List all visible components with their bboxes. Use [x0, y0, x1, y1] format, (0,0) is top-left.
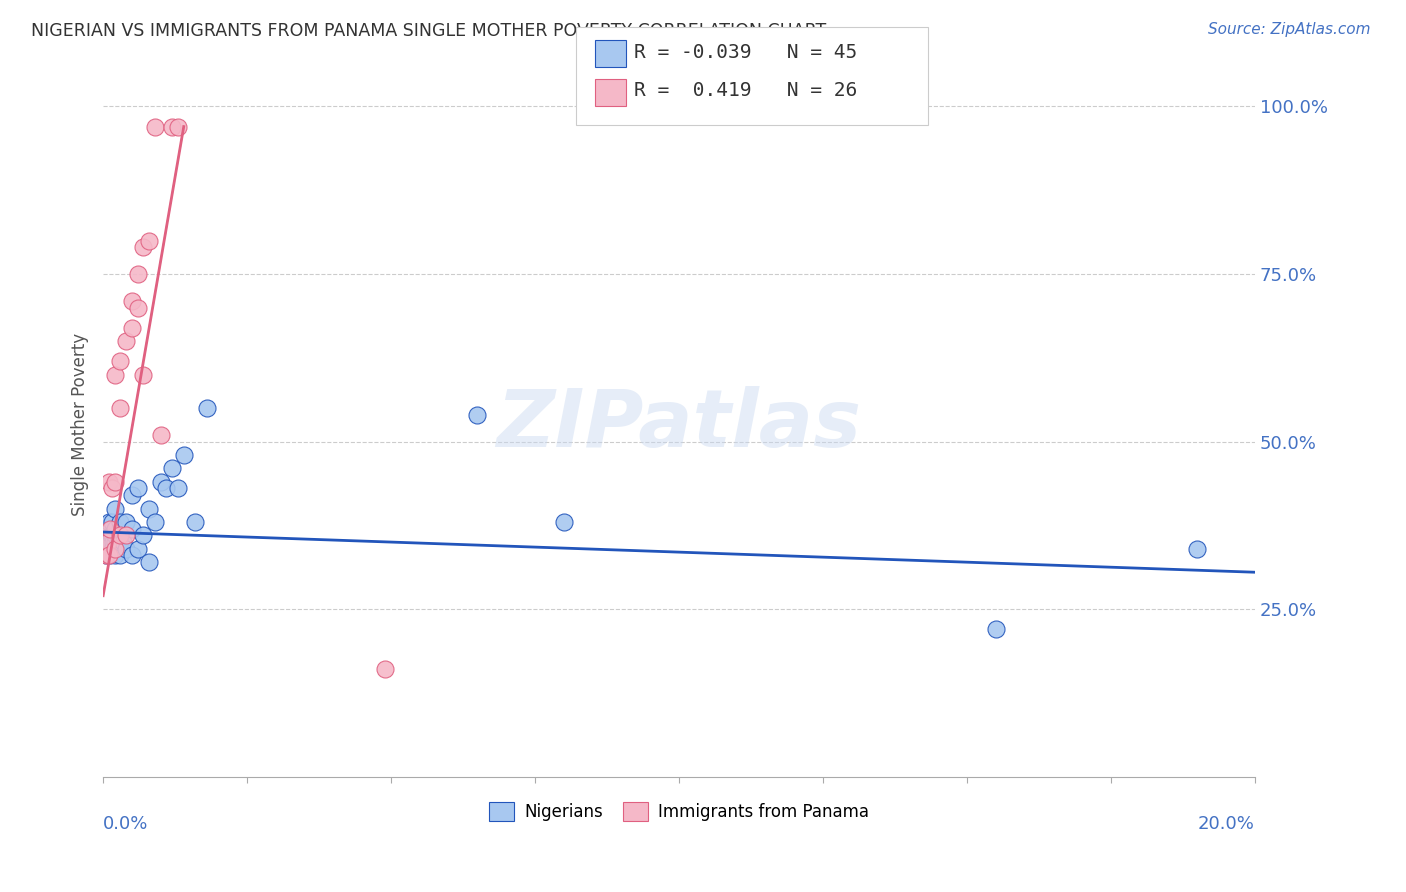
Text: R = -0.039   N = 45: R = -0.039 N = 45 — [634, 43, 858, 62]
Point — [110, 528, 132, 542]
Point — [112, 535, 135, 549]
Point — [104, 522, 127, 536]
Point — [984, 622, 1007, 636]
Point — [97, 535, 120, 549]
Point — [143, 120, 166, 134]
Point — [97, 549, 120, 563]
Point — [94, 549, 117, 563]
Point — [115, 334, 138, 348]
Point — [94, 549, 117, 563]
Legend: Nigerians, Immigrants from Panama: Nigerians, Immigrants from Panama — [482, 796, 876, 828]
Point — [110, 535, 132, 549]
Point — [160, 120, 183, 134]
Point — [110, 401, 132, 415]
Point — [127, 267, 149, 281]
Point — [97, 528, 120, 542]
Point — [132, 240, 155, 254]
Point — [121, 549, 143, 563]
Point — [96, 541, 118, 556]
Point — [149, 475, 172, 489]
Point — [132, 528, 155, 542]
Text: Source: ZipAtlas.com: Source: ZipAtlas.com — [1208, 22, 1371, 37]
Point — [100, 528, 122, 542]
Point — [104, 549, 127, 563]
Point — [104, 501, 127, 516]
Point — [103, 535, 125, 549]
Point — [138, 555, 160, 569]
Point — [100, 482, 122, 496]
Point — [100, 528, 122, 542]
Point — [167, 120, 190, 134]
Point — [121, 488, 143, 502]
Point — [97, 522, 120, 536]
Point — [100, 515, 122, 529]
Y-axis label: Single Mother Poverty: Single Mother Poverty — [72, 334, 89, 516]
Point — [184, 515, 207, 529]
Point — [143, 515, 166, 529]
Point — [104, 535, 127, 549]
Point — [98, 522, 121, 536]
Point — [110, 528, 132, 542]
Point — [110, 354, 132, 368]
Point — [127, 301, 149, 315]
Point — [121, 293, 143, 308]
Point — [127, 482, 149, 496]
Point — [374, 662, 396, 676]
Point — [100, 541, 122, 556]
Point — [104, 541, 127, 556]
Point — [173, 448, 195, 462]
Point — [104, 475, 127, 489]
Point — [121, 522, 143, 536]
Point — [98, 549, 121, 563]
Text: ZIPatlas: ZIPatlas — [496, 386, 862, 464]
Point — [138, 234, 160, 248]
Point — [115, 515, 138, 529]
Point — [127, 541, 149, 556]
Point — [160, 461, 183, 475]
Point — [104, 528, 127, 542]
Point — [195, 401, 218, 415]
Point — [97, 475, 120, 489]
Text: 20.0%: 20.0% — [1198, 815, 1256, 833]
Point — [115, 541, 138, 556]
Text: R =  0.419   N = 26: R = 0.419 N = 26 — [634, 81, 858, 101]
Point — [1187, 541, 1209, 556]
Point — [467, 408, 489, 422]
Point — [155, 482, 177, 496]
Text: 0.0%: 0.0% — [103, 815, 149, 833]
Point — [107, 535, 129, 549]
Point — [138, 501, 160, 516]
Point — [110, 549, 132, 563]
Point — [149, 428, 172, 442]
Point — [132, 368, 155, 382]
Point — [110, 515, 132, 529]
Point — [97, 535, 120, 549]
Text: NIGERIAN VS IMMIGRANTS FROM PANAMA SINGLE MOTHER POVERTY CORRELATION CHART: NIGERIAN VS IMMIGRANTS FROM PANAMA SINGL… — [31, 22, 827, 40]
Point — [553, 515, 575, 529]
Point — [104, 368, 127, 382]
Point — [97, 515, 120, 529]
Point — [121, 320, 143, 334]
Point — [115, 528, 138, 542]
Point — [167, 482, 190, 496]
